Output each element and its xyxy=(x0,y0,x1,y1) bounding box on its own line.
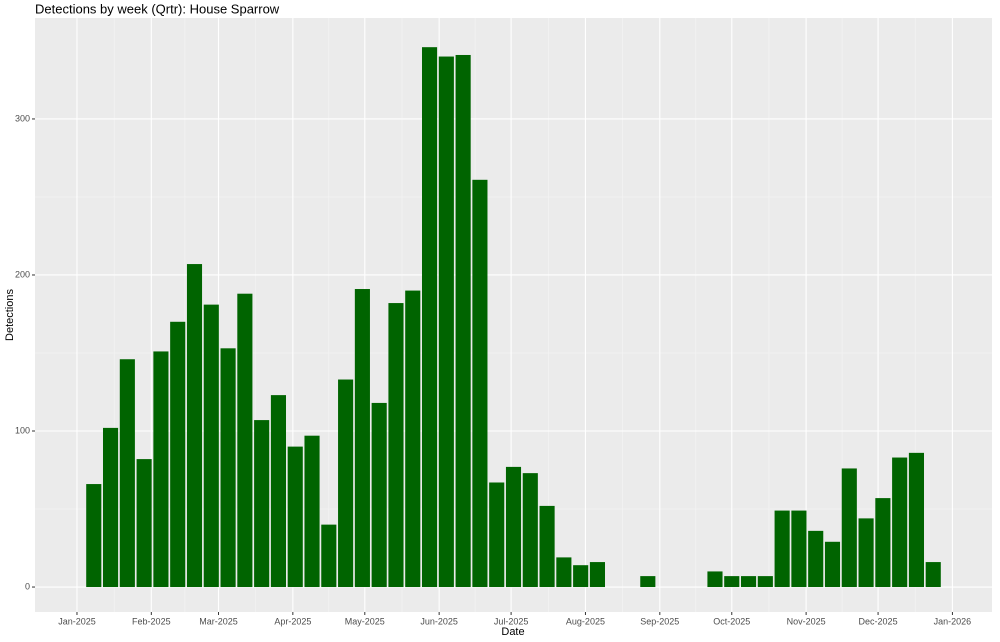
bar xyxy=(371,402,387,588)
x-tick-label: Dec-2025 xyxy=(859,616,898,626)
chart-title: Detections by week (Qrtr): House Sparrow xyxy=(35,1,280,16)
bar xyxy=(808,530,824,588)
bar xyxy=(405,290,421,588)
bar xyxy=(421,47,438,588)
x-tick-label: Apr-2025 xyxy=(274,616,311,626)
bar xyxy=(640,576,656,588)
bar xyxy=(304,435,320,588)
x-tick-label: Sep-2025 xyxy=(640,616,679,626)
bar xyxy=(136,459,152,588)
bar xyxy=(287,446,303,588)
x-tick-label: Mar-2025 xyxy=(199,616,238,626)
y-tick-label: 300 xyxy=(15,113,30,123)
bar xyxy=(203,304,219,588)
x-tick-label: Jan-2025 xyxy=(58,616,96,626)
x-tick-label: Oct-2025 xyxy=(713,616,750,626)
bar xyxy=(455,54,471,588)
bar xyxy=(270,395,287,588)
y-tick-label: 0 xyxy=(25,581,30,591)
bar xyxy=(573,565,589,588)
x-tick-label: Jul-2025 xyxy=(494,616,529,626)
bar xyxy=(321,524,337,588)
bar xyxy=(707,571,723,588)
bar xyxy=(724,576,740,588)
bar xyxy=(220,348,236,588)
bar xyxy=(908,452,925,588)
bar xyxy=(237,293,253,588)
x-tick-label: Jan-2026 xyxy=(934,616,972,626)
bar xyxy=(438,56,454,588)
x-tick-label: May-2025 xyxy=(345,616,385,626)
bar xyxy=(254,420,270,588)
y-tick-label: 100 xyxy=(15,425,30,435)
bar xyxy=(841,468,857,588)
bar xyxy=(153,351,169,588)
bar xyxy=(522,473,538,588)
x-tick-label: Jun-2025 xyxy=(420,616,458,626)
bar xyxy=(925,562,941,588)
bar xyxy=(892,457,908,588)
y-axis-title: Detections xyxy=(4,289,16,341)
bar xyxy=(338,379,354,588)
x-tick-label: Feb-2025 xyxy=(132,616,171,626)
bar xyxy=(791,510,807,588)
bar xyxy=(774,510,790,588)
bar xyxy=(824,541,841,588)
bar xyxy=(472,179,488,588)
bar xyxy=(875,498,891,588)
bar xyxy=(489,482,505,588)
bar xyxy=(740,576,757,588)
bar xyxy=(539,505,555,588)
bar xyxy=(505,466,522,588)
bar xyxy=(556,557,572,588)
y-tick-label: 200 xyxy=(15,269,30,279)
bar xyxy=(170,321,186,588)
x-tick-label: Aug-2025 xyxy=(566,616,605,626)
bar xyxy=(354,289,370,588)
bar xyxy=(119,359,135,588)
bar xyxy=(388,303,404,588)
bar xyxy=(186,264,203,588)
x-tick-label: Nov-2025 xyxy=(787,616,826,626)
x-axis-title: Date xyxy=(501,626,524,638)
bar xyxy=(102,427,119,588)
bar xyxy=(86,484,102,588)
bar xyxy=(589,562,606,588)
bar xyxy=(757,576,773,588)
bar xyxy=(858,518,874,588)
